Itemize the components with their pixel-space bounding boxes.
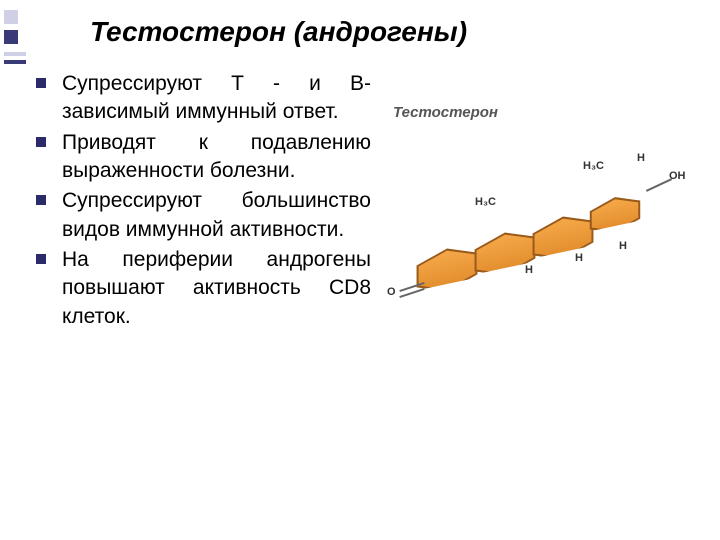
accent-line-dark [4,60,26,64]
atom-label: H [575,252,583,264]
molecule-label: Тестостерон [393,104,498,121]
list-item: На периферии андрогены повышают активнос… [36,246,371,331]
atom-label: O [387,286,396,298]
atom-label: H₃C [475,196,496,208]
slide-title: Тестостерон (андрогены) [90,16,700,48]
bullet-square-icon [36,78,46,88]
image-column: Тестостерон OH₃CH₃CHHHHOH [381,70,708,528]
slide-body: Супрессируют Т - и В-зависимый иммунный … [36,70,708,528]
bullet-square-icon [36,195,46,205]
hex-ring [587,181,643,226]
bullet-list: Супрессируют Т - и В-зависимый иммунный … [36,70,371,331]
bullet-square-icon [36,137,46,147]
atom-label: H [525,264,533,276]
accent-square-dark [4,30,18,44]
bullet-text: Приводят к подавлению выраженности болез… [62,129,371,186]
bond-line [646,178,672,192]
list-item: Супрессируют большинство видов иммунной … [36,187,371,244]
atom-label: H₃C [583,160,604,172]
bullet-text: Супрессируют большинство видов иммунной … [62,187,371,244]
bullet-text: На периферии андрогены повышают активнос… [62,246,371,331]
accent-square-light [4,10,18,24]
bullet-square-icon [36,254,46,264]
accent-line-light [4,52,26,56]
atom-label: H [619,240,627,252]
bullet-text: Супрессируют Т - и В-зависимый иммунный … [62,70,371,127]
molecule-diagram: Тестостерон OH₃CH₃CHHHHOH [381,100,711,320]
text-column: Супрессируют Т - и В-зависимый иммунный … [36,70,371,528]
list-item: Приводят к подавлению выраженности болез… [36,129,371,186]
slide-accent-sidebar [0,0,28,540]
atom-label: H [637,152,645,164]
list-item: Супрессируют Т - и В-зависимый иммунный … [36,70,371,127]
